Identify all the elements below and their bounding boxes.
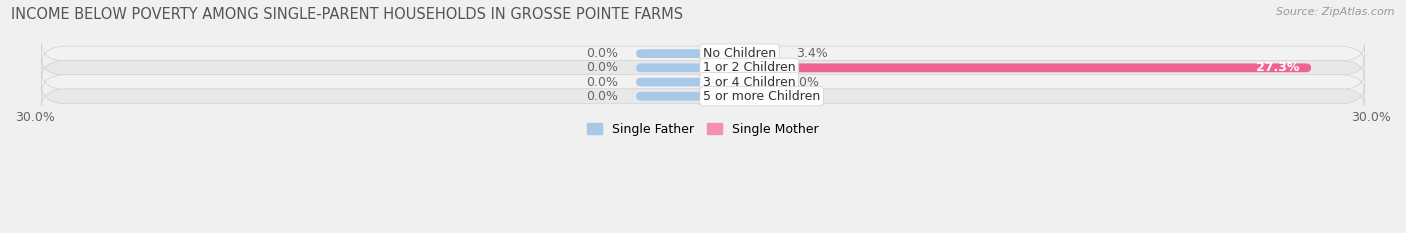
FancyBboxPatch shape xyxy=(42,72,1364,92)
Text: 0.0%: 0.0% xyxy=(787,75,820,89)
FancyBboxPatch shape xyxy=(42,44,1364,63)
Text: 3 or 4 Children: 3 or 4 Children xyxy=(703,75,796,89)
FancyBboxPatch shape xyxy=(42,87,1364,106)
FancyBboxPatch shape xyxy=(636,92,703,101)
Text: 0.0%: 0.0% xyxy=(787,90,820,103)
Text: 0.0%: 0.0% xyxy=(586,61,619,74)
Text: 0.0%: 0.0% xyxy=(586,90,619,103)
Text: INCOME BELOW POVERTY AMONG SINGLE-PARENT HOUSEHOLDS IN GROSSE POINTE FARMS: INCOME BELOW POVERTY AMONG SINGLE-PARENT… xyxy=(11,7,683,22)
FancyBboxPatch shape xyxy=(42,58,1364,77)
Text: Source: ZipAtlas.com: Source: ZipAtlas.com xyxy=(1277,7,1395,17)
Text: 27.3%: 27.3% xyxy=(1257,61,1299,74)
FancyBboxPatch shape xyxy=(636,63,703,72)
Text: 3.4%: 3.4% xyxy=(797,47,828,60)
FancyBboxPatch shape xyxy=(703,78,770,86)
Text: 1 or 2 Children: 1 or 2 Children xyxy=(703,61,796,74)
Text: No Children: No Children xyxy=(703,47,776,60)
Text: 0.0%: 0.0% xyxy=(586,75,619,89)
FancyBboxPatch shape xyxy=(636,49,703,58)
Text: 0.0%: 0.0% xyxy=(586,47,619,60)
FancyBboxPatch shape xyxy=(703,63,1310,72)
Text: 5 or more Children: 5 or more Children xyxy=(703,90,820,103)
FancyBboxPatch shape xyxy=(636,78,703,86)
FancyBboxPatch shape xyxy=(703,49,779,58)
Legend: Single Father, Single Mother: Single Father, Single Mother xyxy=(588,123,818,136)
FancyBboxPatch shape xyxy=(703,92,770,101)
